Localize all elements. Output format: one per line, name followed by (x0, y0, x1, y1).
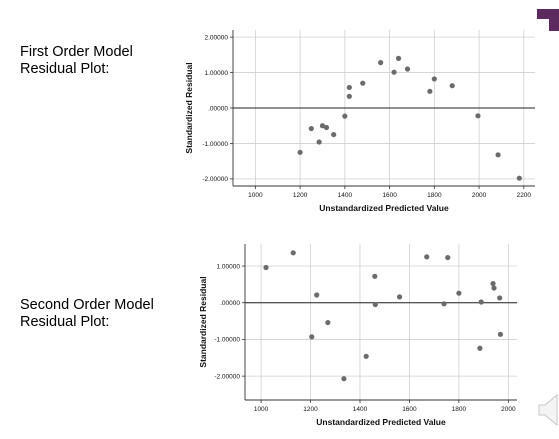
second-order-label: Second Order Model Residual Plot: (20, 297, 154, 331)
scatter-point-14 (477, 345, 483, 351)
y-tick-label: 2.00000 (205, 34, 229, 41)
scatter-point-10 (424, 254, 430, 260)
scatter-point-4 (323, 124, 330, 131)
x-tick-label: 1000 (254, 406, 269, 413)
scatter-point-4 (325, 319, 331, 326)
scatter-point-0 (297, 149, 303, 155)
x-tick-label: 1400 (338, 192, 353, 199)
scatter-point-1 (308, 125, 314, 132)
scatter-point-18 (495, 152, 501, 158)
x-tick-label: 1800 (427, 192, 442, 199)
speaker-icon[interactable] (535, 392, 559, 428)
scatter-point-0 (263, 264, 269, 271)
slide-corner-accent-icon (537, 9, 559, 31)
scatter-point-14 (427, 88, 433, 94)
x-axis-title: Unstandardized Predicted Value (316, 417, 446, 427)
x-tick-label: 2000 (501, 406, 516, 413)
y-axis-title: Standardized Residual (198, 276, 208, 367)
y-tick-label: -1.00000 (202, 141, 228, 148)
scatter-point-17 (475, 113, 481, 119)
scatter-point-2 (309, 334, 315, 340)
scatter-point-7 (346, 93, 352, 99)
x-tick-label: 1000 (248, 192, 263, 199)
y-tick-label: -1.00000 (214, 337, 240, 344)
scatter-point-9 (360, 80, 366, 86)
scatter-point-13 (404, 66, 411, 72)
x-tick-label: 1200 (303, 406, 318, 413)
y-tick-label: .00000 (208, 105, 228, 112)
scatter-point-3 (319, 123, 326, 129)
y-tick-label: .00000 (220, 300, 240, 307)
x-tick-label: 1600 (382, 192, 397, 199)
scatter-point-11 (441, 301, 447, 307)
x-tick-label: 1400 (353, 406, 368, 413)
y-tick-label: 1.00000 (217, 263, 241, 270)
scatter-point-12 (445, 254, 451, 261)
scatter-point-6 (363, 353, 369, 359)
scatter-point-15 (431, 76, 437, 82)
scatter-point-10 (378, 60, 384, 66)
scatter-point-17 (491, 285, 497, 291)
scatter-point-7 (372, 273, 378, 279)
scatter-point-8 (346, 84, 352, 91)
scatter-point-3 (314, 292, 320, 298)
scatter-point-19 (516, 175, 522, 181)
first-order-label-line-2: Residual Plot: (20, 61, 110, 77)
x-tick-label: 1800 (452, 406, 467, 413)
scatter-point-15 (478, 299, 484, 305)
scatter-point-8 (372, 301, 378, 308)
scatter-point-13 (456, 290, 462, 296)
scatter-point-18 (497, 295, 503, 301)
y-tick-label: 1.00000 (205, 70, 229, 77)
scatter-point-16 (449, 83, 455, 89)
scatter-point-11 (391, 69, 397, 75)
y-tick-label: -2.00000 (214, 373, 240, 380)
second-order-label-line-2: Residual Plot: (20, 314, 110, 330)
second-order-label-line-1: Second Order Model (20, 297, 154, 313)
x-tick-label: 2000 (472, 192, 487, 199)
first-order-label-line-1: First Order Model (20, 44, 133, 60)
x-tick-label: 1600 (402, 406, 417, 413)
first-order-residual-plot: 1000 1200 1400 1600 1800 2000 2200 -2.00000 -1.0… (184, 30, 535, 213)
y-axis-title: Standardized Residual (184, 62, 194, 153)
scatter-point-12 (395, 55, 402, 61)
scatter-point-19 (497, 331, 504, 337)
scatter-point-2 (316, 139, 322, 145)
x-tick-label: 1200 (293, 192, 308, 199)
scatter-point-1 (290, 250, 296, 256)
scatter-point-16 (490, 281, 496, 287)
scatter-point-9 (396, 294, 403, 300)
first-order-label: First Order Model Residual Plot: (20, 44, 133, 78)
scatter-point-6 (342, 113, 348, 119)
x-axis-title: Unstandardized Predicted Value (319, 203, 449, 213)
x-tick-label: 2200 (517, 192, 532, 199)
y-tick-label: -2.00000 (202, 176, 228, 183)
scatter-point-5 (331, 131, 337, 138)
scatter-point-5 (341, 376, 347, 382)
